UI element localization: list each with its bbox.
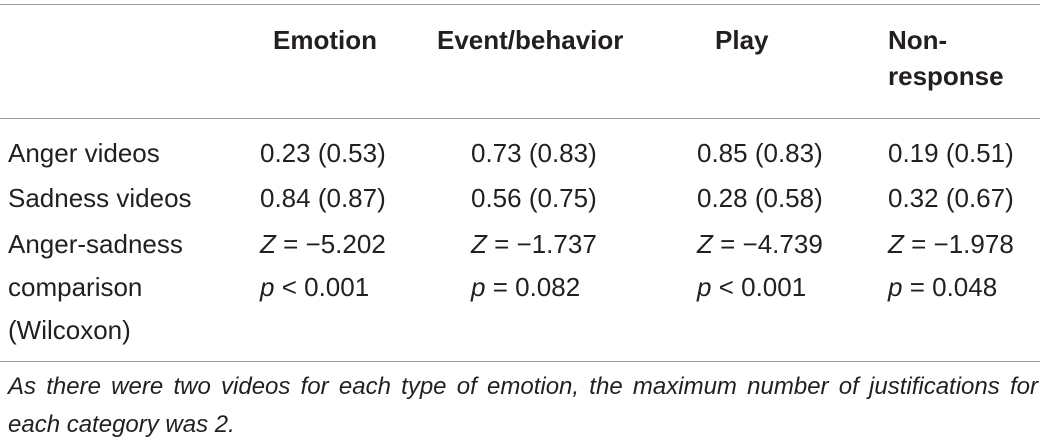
cell-anger-event: 0.73 (0.83) <box>471 138 597 168</box>
header-bottom-rule <box>0 118 1040 119</box>
col-header-play: Play <box>715 25 769 55</box>
cell-sadness-event: 0.56 (0.75) <box>471 183 597 213</box>
z-stat-play: Z = −4.739 <box>697 229 823 259</box>
cell-anger-play: 0.85 (0.83) <box>697 138 823 168</box>
col-header-event-behavior: Event/behavior <box>437 25 624 55</box>
row-label-anger-videos: Anger videos <box>8 138 160 168</box>
row-label-comparison-line2: comparison <box>8 272 143 302</box>
z-stat-event: Z = −1.737 <box>471 229 597 259</box>
cell-anger-nonresponse: 0.19 (0.51) <box>888 138 1014 168</box>
col-header-emotion: Emotion <box>273 25 377 55</box>
cell-anger-emotion: 0.23 (0.53) <box>260 138 386 168</box>
table-footnote: As there were two videos for each type o… <box>8 373 1038 438</box>
row-label-comparison-line3: (Wilcoxon) <box>8 315 131 345</box>
p-value-event: p = 0.082 <box>471 272 581 302</box>
table-bottom-rule <box>0 361 1040 362</box>
table-top-rule <box>0 4 1040 5</box>
p-value-nonresponse: p = 0.048 <box>888 272 998 302</box>
cell-sadness-play: 0.28 (0.58) <box>697 183 823 213</box>
p-value-emotion: p < 0.001 <box>260 272 370 302</box>
row-label-sadness-videos: Sadness videos <box>8 183 192 213</box>
z-stat-nonresponse: Z = −1.978 <box>888 229 1014 259</box>
col-header-non-response: Non- response <box>888 25 1004 91</box>
cell-sadness-nonresponse: 0.32 (0.67) <box>888 183 1014 213</box>
cell-sadness-emotion: 0.84 (0.87) <box>260 183 386 213</box>
z-stat-emotion: Z = −5.202 <box>260 229 386 259</box>
row-label-comparison-line1: Anger-sadness <box>8 229 183 259</box>
p-value-play: p < 0.001 <box>697 272 807 302</box>
